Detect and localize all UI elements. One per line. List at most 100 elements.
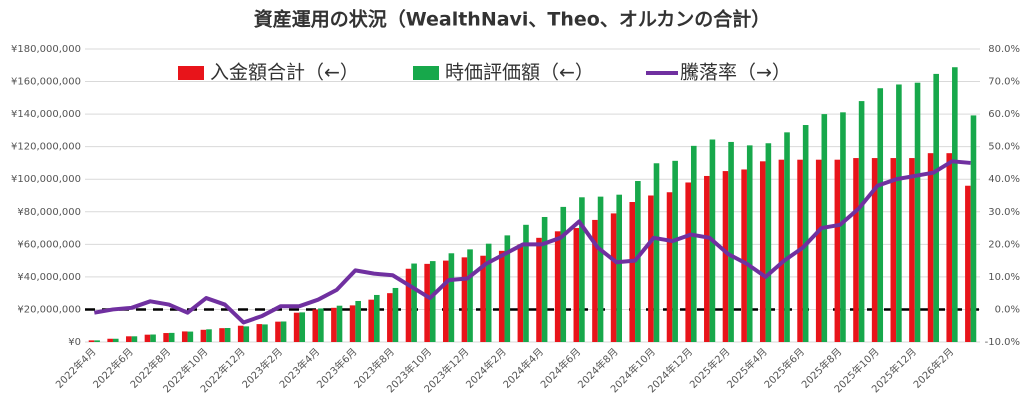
bar [871, 158, 878, 342]
y-tick-label: ¥20,000,000 [17, 304, 81, 315]
bar [318, 308, 324, 342]
bar [349, 305, 356, 342]
bar [597, 196, 604, 342]
bar [467, 249, 473, 342]
bar [387, 293, 393, 342]
bar [517, 244, 524, 342]
bar [554, 231, 561, 342]
chart-title: 資産運用の状況（WealthNavi、Theo、オルカンの合計） [254, 8, 771, 31]
bar [94, 340, 100, 342]
y2-tick-label: -10.0% [985, 337, 1020, 348]
bar [88, 340, 95, 342]
bar [392, 287, 399, 342]
bar [498, 250, 505, 342]
legend-label: 時価評価額（←） [445, 62, 594, 84]
bar [485, 243, 492, 342]
y2-tick-label: 60.0% [988, 109, 1020, 120]
bar [243, 326, 250, 342]
bar [256, 324, 263, 342]
y2-tick-label: 10.0% [988, 272, 1020, 283]
bar [573, 228, 580, 342]
bar [610, 213, 617, 342]
bar [280, 321, 287, 342]
bar [461, 257, 468, 342]
y2-tick-label: 80.0% [988, 44, 1020, 55]
bar [206, 329, 212, 342]
bar [896, 84, 902, 342]
bar [368, 299, 375, 342]
legend-swatch [178, 66, 204, 80]
bar [560, 206, 567, 342]
bar [424, 263, 430, 342]
bar [946, 153, 953, 342]
legend-label: 騰落率（→） [680, 62, 791, 84]
bar [592, 219, 598, 342]
y-tick-label: ¥60,000,000 [17, 239, 81, 250]
bar [616, 194, 622, 342]
y-tick-label: ¥100,000,000 [11, 174, 81, 185]
bar [331, 307, 337, 342]
bar [504, 235, 511, 342]
bar [541, 216, 548, 342]
y2-tick-label: 40.0% [988, 174, 1020, 185]
bar [336, 305, 343, 342]
bar [275, 321, 281, 342]
bar [933, 73, 939, 342]
bar [759, 161, 766, 342]
bar [131, 336, 138, 342]
legend-label: 入金額合計（←） [210, 62, 359, 84]
bar [536, 237, 542, 342]
bar [224, 328, 231, 342]
bar [374, 294, 380, 342]
bar [704, 175, 710, 342]
y-tick-label: ¥160,000,000 [11, 77, 81, 88]
bar [144, 334, 151, 342]
line [93, 159, 971, 325]
bar [728, 141, 734, 342]
bar [200, 329, 207, 342]
bar [237, 325, 244, 342]
bar [187, 331, 194, 342]
bar [355, 300, 361, 342]
bar [802, 125, 809, 343]
bar [443, 260, 449, 342]
bar [778, 159, 785, 342]
bar [429, 261, 436, 342]
bar [262, 324, 268, 342]
bar [890, 158, 897, 342]
bar [746, 145, 753, 342]
bar [168, 332, 175, 342]
bar [741, 169, 747, 342]
bar [107, 338, 113, 342]
y-tick-label: ¥80,000,000 [17, 207, 81, 218]
bar [480, 255, 486, 342]
y-tick-label: ¥120,000,000 [11, 142, 81, 153]
y-tick-label: ¥0 [68, 337, 81, 348]
bar [685, 182, 691, 342]
bar [112, 338, 119, 342]
bar [853, 158, 859, 342]
y2-tick-label: 0.0% [995, 304, 1020, 315]
bar [909, 158, 915, 342]
bar [411, 263, 417, 342]
bar [914, 82, 921, 342]
bar [666, 192, 673, 342]
bar [653, 163, 660, 342]
bar [840, 112, 846, 342]
y-tick-label: ¥180,000,000 [11, 44, 81, 55]
bar [965, 185, 971, 342]
bar [765, 143, 772, 342]
bar [784, 132, 790, 342]
bar [219, 328, 225, 342]
bar [952, 67, 958, 342]
bar [858, 101, 865, 342]
y-tick-label: ¥40,000,000 [17, 272, 81, 283]
bar [181, 331, 188, 342]
bar [629, 202, 636, 342]
bar [163, 333, 169, 342]
y2-tick-label: 50.0% [988, 142, 1020, 153]
bar [877, 88, 884, 342]
bar [299, 312, 306, 342]
bar [312, 309, 319, 342]
